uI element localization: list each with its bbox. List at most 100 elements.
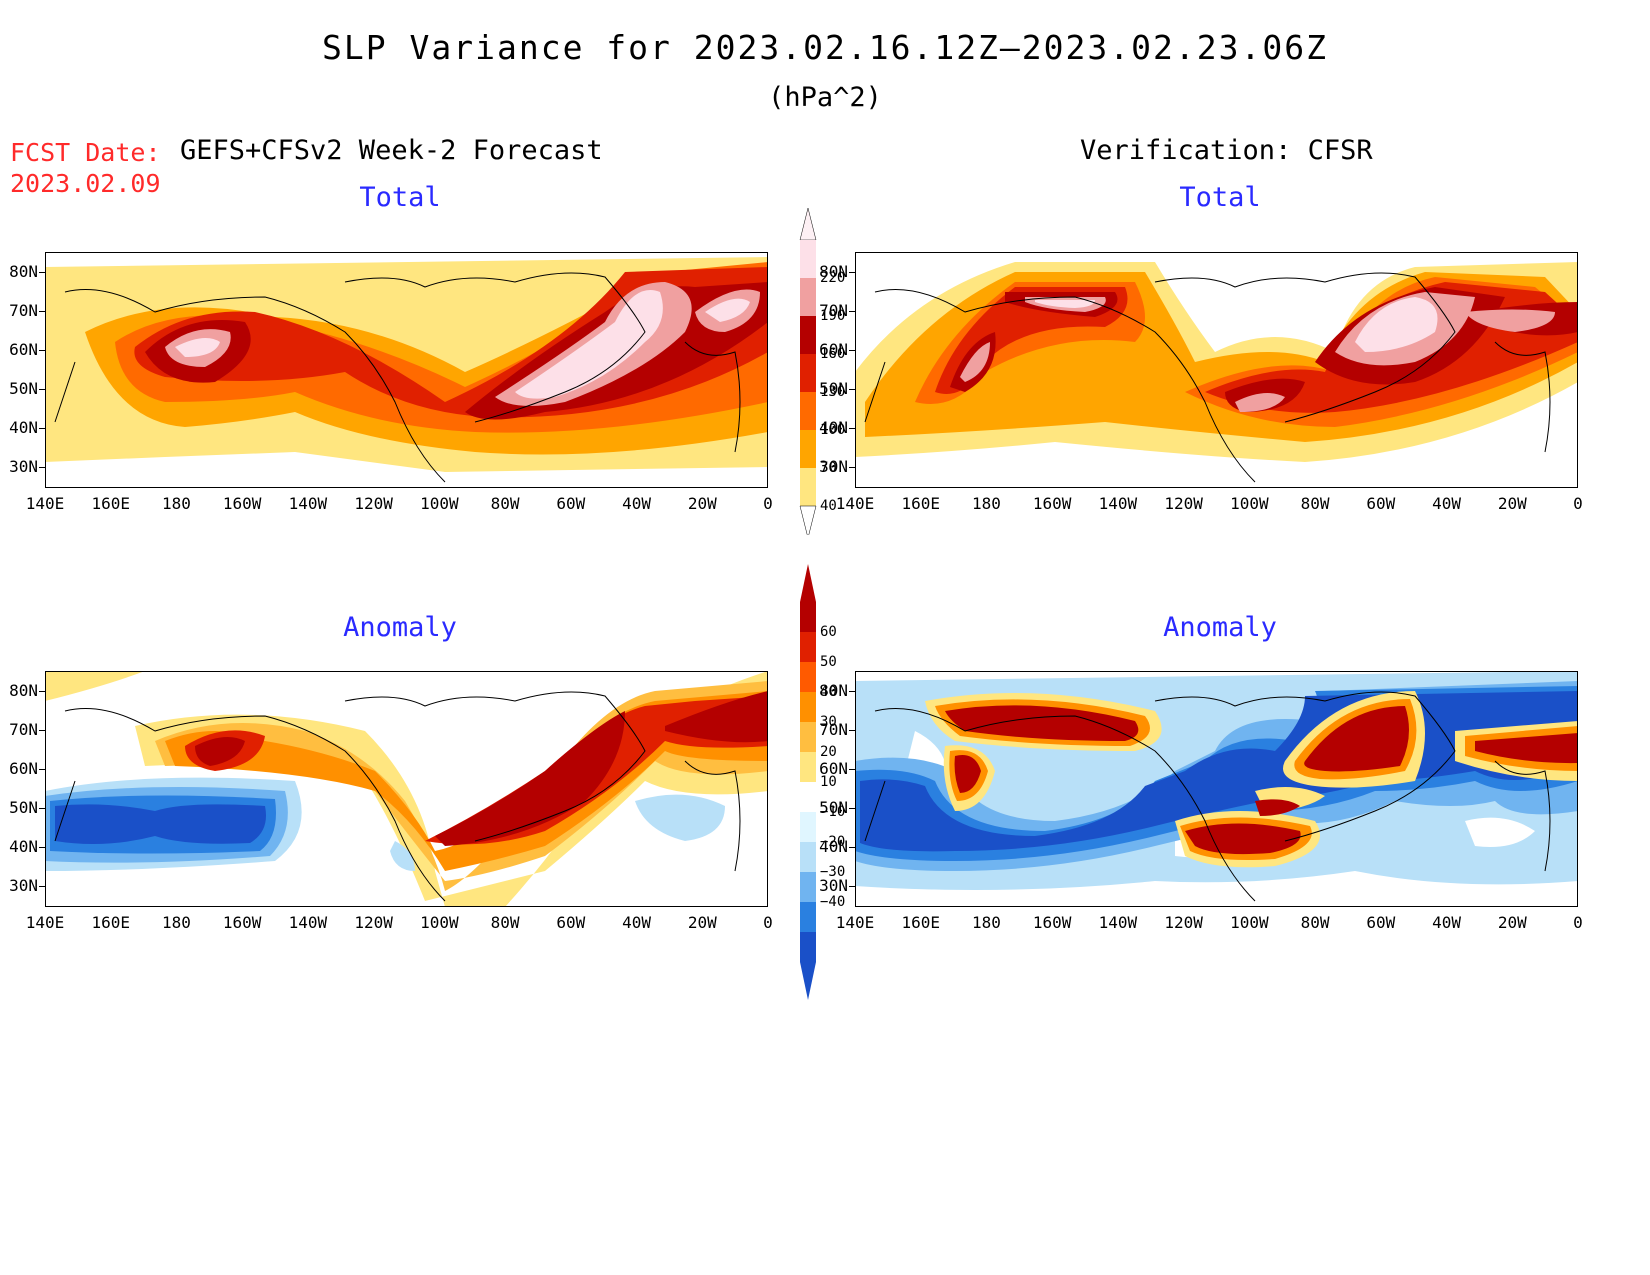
colorbar-segment <box>800 468 816 506</box>
lat-tick-label: 60N <box>9 759 38 778</box>
colorbar-level-label: 130 <box>820 384 845 400</box>
lon-tick-label: 0 <box>1573 913 1583 932</box>
colorbar-segment <box>800 392 816 430</box>
forecast-anomaly-map <box>45 671 768 907</box>
lon-tick-label: 160E <box>901 913 940 932</box>
lon-tick-label: 140E <box>25 494 65 513</box>
lon-tick-label: 20W <box>687 913 717 932</box>
figure-title: SLP Variance for 2023.02.16.12Z–2023.02.… <box>322 28 1328 67</box>
lat-tick-mark <box>39 730 45 731</box>
lat-tick-mark <box>39 350 45 351</box>
colorbar-segment <box>800 278 816 316</box>
lat-tick-label: 70N <box>819 301 848 320</box>
lon-tick-label: 160W <box>1032 913 1072 932</box>
colorbar-segment <box>800 240 816 278</box>
lon-tick-label: 40W <box>622 494 651 513</box>
colorbar-level-label: −20 <box>820 834 845 850</box>
colorbar-segment <box>800 316 816 354</box>
lat-tick-mark <box>849 467 855 468</box>
lat-tick-label: 40N <box>9 418 38 437</box>
lat-tick-mark <box>39 847 45 848</box>
map-frame <box>855 252 1578 488</box>
lon-tick-label: 180 <box>972 494 1001 513</box>
total-colorbar-segments: 220 190 160 130 100 70 40 <box>799 207 845 535</box>
lat-tick-mark <box>849 769 855 770</box>
colorbar-level-label: 10 <box>820 774 837 790</box>
lat-tick-mark <box>849 847 855 848</box>
lat-tick-label: 80N <box>819 681 848 700</box>
lat-tick-label: 40N <box>9 837 38 856</box>
colorbar-bottom-triangle <box>800 962 816 1000</box>
colorbar-segment <box>800 752 816 782</box>
lon-tick-label: 40W <box>1432 494 1461 513</box>
colorbar-bottom-triangle <box>799 505 817 535</box>
colorbar-top-triangle <box>799 207 817 241</box>
lon-tick-label: 80W <box>1300 494 1330 513</box>
lat-tick-mark <box>849 272 855 273</box>
lon-tick-label: 60W <box>556 494 586 513</box>
map-frame <box>45 671 768 907</box>
colorbar-top-triangle <box>800 564 816 602</box>
lat-tick-mark <box>849 428 855 429</box>
lat-tick-mark <box>39 311 45 312</box>
colorbar-segment <box>800 632 816 662</box>
lon-tick-label: 140W <box>1098 913 1138 932</box>
lon-tick-label: 180 <box>162 494 191 513</box>
colorbar-segment <box>800 602 816 632</box>
fcst-date-label: FCST Date: <box>10 138 161 167</box>
lat-tick-label: 30N <box>819 457 848 476</box>
colorbar-level-label: 160 <box>820 346 845 362</box>
colorbar-segment <box>800 842 816 872</box>
lat-tick-mark <box>39 808 45 809</box>
lon-tick-label: 80W <box>490 913 520 932</box>
colorbar-level-label: 20 <box>820 744 837 760</box>
map-frame <box>45 252 768 488</box>
anomaly-colorbar: 60 50 40 30 20 10 −10 −20 −30 −40 <box>800 564 845 1000</box>
colorbar-level-label: 40 <box>820 684 837 700</box>
colorbar-segment <box>800 662 816 692</box>
lon-tick-label: 140W <box>288 913 328 932</box>
lon-tick-label: 0 <box>1573 494 1583 513</box>
lon-tick-label: 160W <box>1032 494 1072 513</box>
forecast-anomaly-field <box>45 671 768 907</box>
lon-tick-label: 60W <box>1366 913 1396 932</box>
colorbar-segment <box>800 932 816 962</box>
colorbar-segment <box>800 782 816 812</box>
lat-tick-label: 60N <box>9 340 38 359</box>
lat-tick-mark <box>39 467 45 468</box>
colorbar-level-label: −10 <box>820 804 845 820</box>
total-colorbar: 220 190 160 130 100 70 40 <box>799 207 845 535</box>
colorbar-level-label: 30 <box>820 714 837 730</box>
lat-tick-mark <box>849 730 855 731</box>
lon-tick-label: 160E <box>901 494 940 513</box>
lat-tick-mark <box>39 272 45 273</box>
lon-tick-label: 160E <box>91 494 130 513</box>
lon-tick-label: 80W <box>490 494 520 513</box>
colorbar-level-label: 70 <box>820 460 837 476</box>
colorbar-level-label: 100 <box>820 422 845 438</box>
lat-tick-mark <box>849 311 855 312</box>
lat-tick-label: 80N <box>9 262 38 281</box>
lon-tick-label: 120W <box>1164 494 1203 513</box>
lon-tick-label: 140E <box>835 913 875 932</box>
lon-tick-label: 100W <box>1230 494 1269 513</box>
lat-tick-label: 60N <box>819 340 848 359</box>
verification-total-title: Total <box>1179 182 1261 213</box>
lon-tick-label: 160E <box>91 913 130 932</box>
lon-tick-label: 180 <box>162 913 191 932</box>
lat-tick-label: 60N <box>819 759 848 778</box>
lat-tick-mark <box>849 691 855 692</box>
lat-tick-label: 70N <box>9 720 38 739</box>
lat-tick-label: 30N <box>9 876 38 895</box>
lat-tick-label: 80N <box>9 681 38 700</box>
colorbar-segment <box>800 812 816 842</box>
lon-tick-label: 120W <box>354 913 393 932</box>
lon-tick-label: 40W <box>622 913 651 932</box>
colorbar-level-label: 190 <box>820 308 845 324</box>
lat-tick-mark <box>39 428 45 429</box>
map-frame <box>855 671 1578 907</box>
lon-tick-label: 180 <box>972 913 1001 932</box>
lon-tick-label: 20W <box>1497 913 1527 932</box>
colorbar-segment <box>800 722 816 752</box>
lon-tick-label: 160W <box>222 913 262 932</box>
